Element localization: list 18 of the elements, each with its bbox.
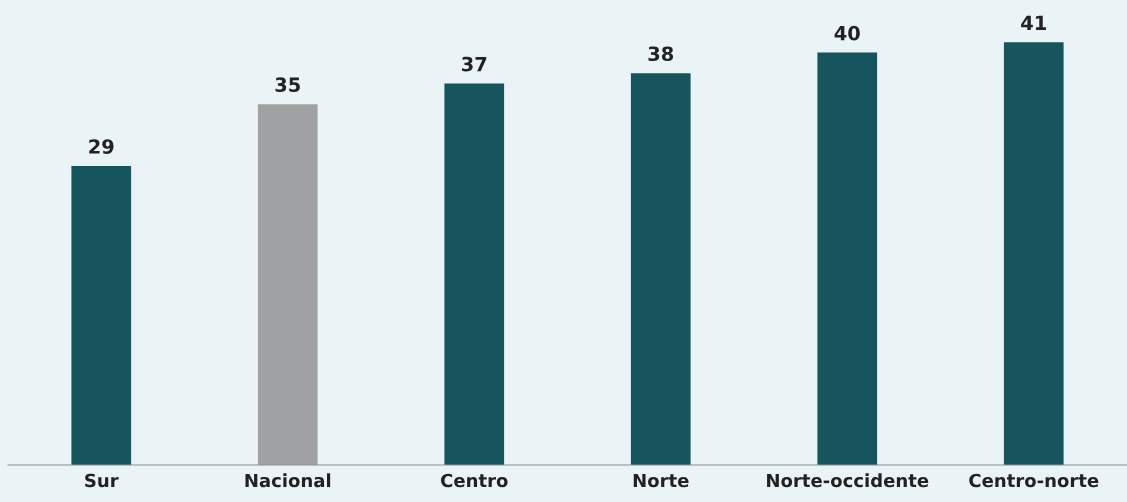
- x-tick-label: Centro-norte: [969, 473, 1099, 488]
- bar: [630, 73, 691, 465]
- bar: [817, 52, 878, 465]
- x-tick-label: Sur: [85, 473, 119, 488]
- bar: [257, 104, 318, 465]
- data-label: 35: [275, 77, 300, 93]
- x-tick-label: Norte: [633, 473, 689, 488]
- data-label: 38: [648, 46, 674, 62]
- x-tick-label: Norte-occidente: [767, 473, 929, 488]
- x-tick-label: Nacional: [245, 473, 331, 488]
- data-label: 40: [834, 25, 860, 41]
- bar: [71, 166, 132, 465]
- bar: [444, 83, 505, 465]
- data-label: 29: [89, 139, 114, 154]
- data-label: 41: [1021, 15, 1046, 30]
- x-tick-label: Centro: [441, 473, 508, 488]
- bar: [1003, 42, 1064, 465]
- data-label: 37: [462, 56, 487, 72]
